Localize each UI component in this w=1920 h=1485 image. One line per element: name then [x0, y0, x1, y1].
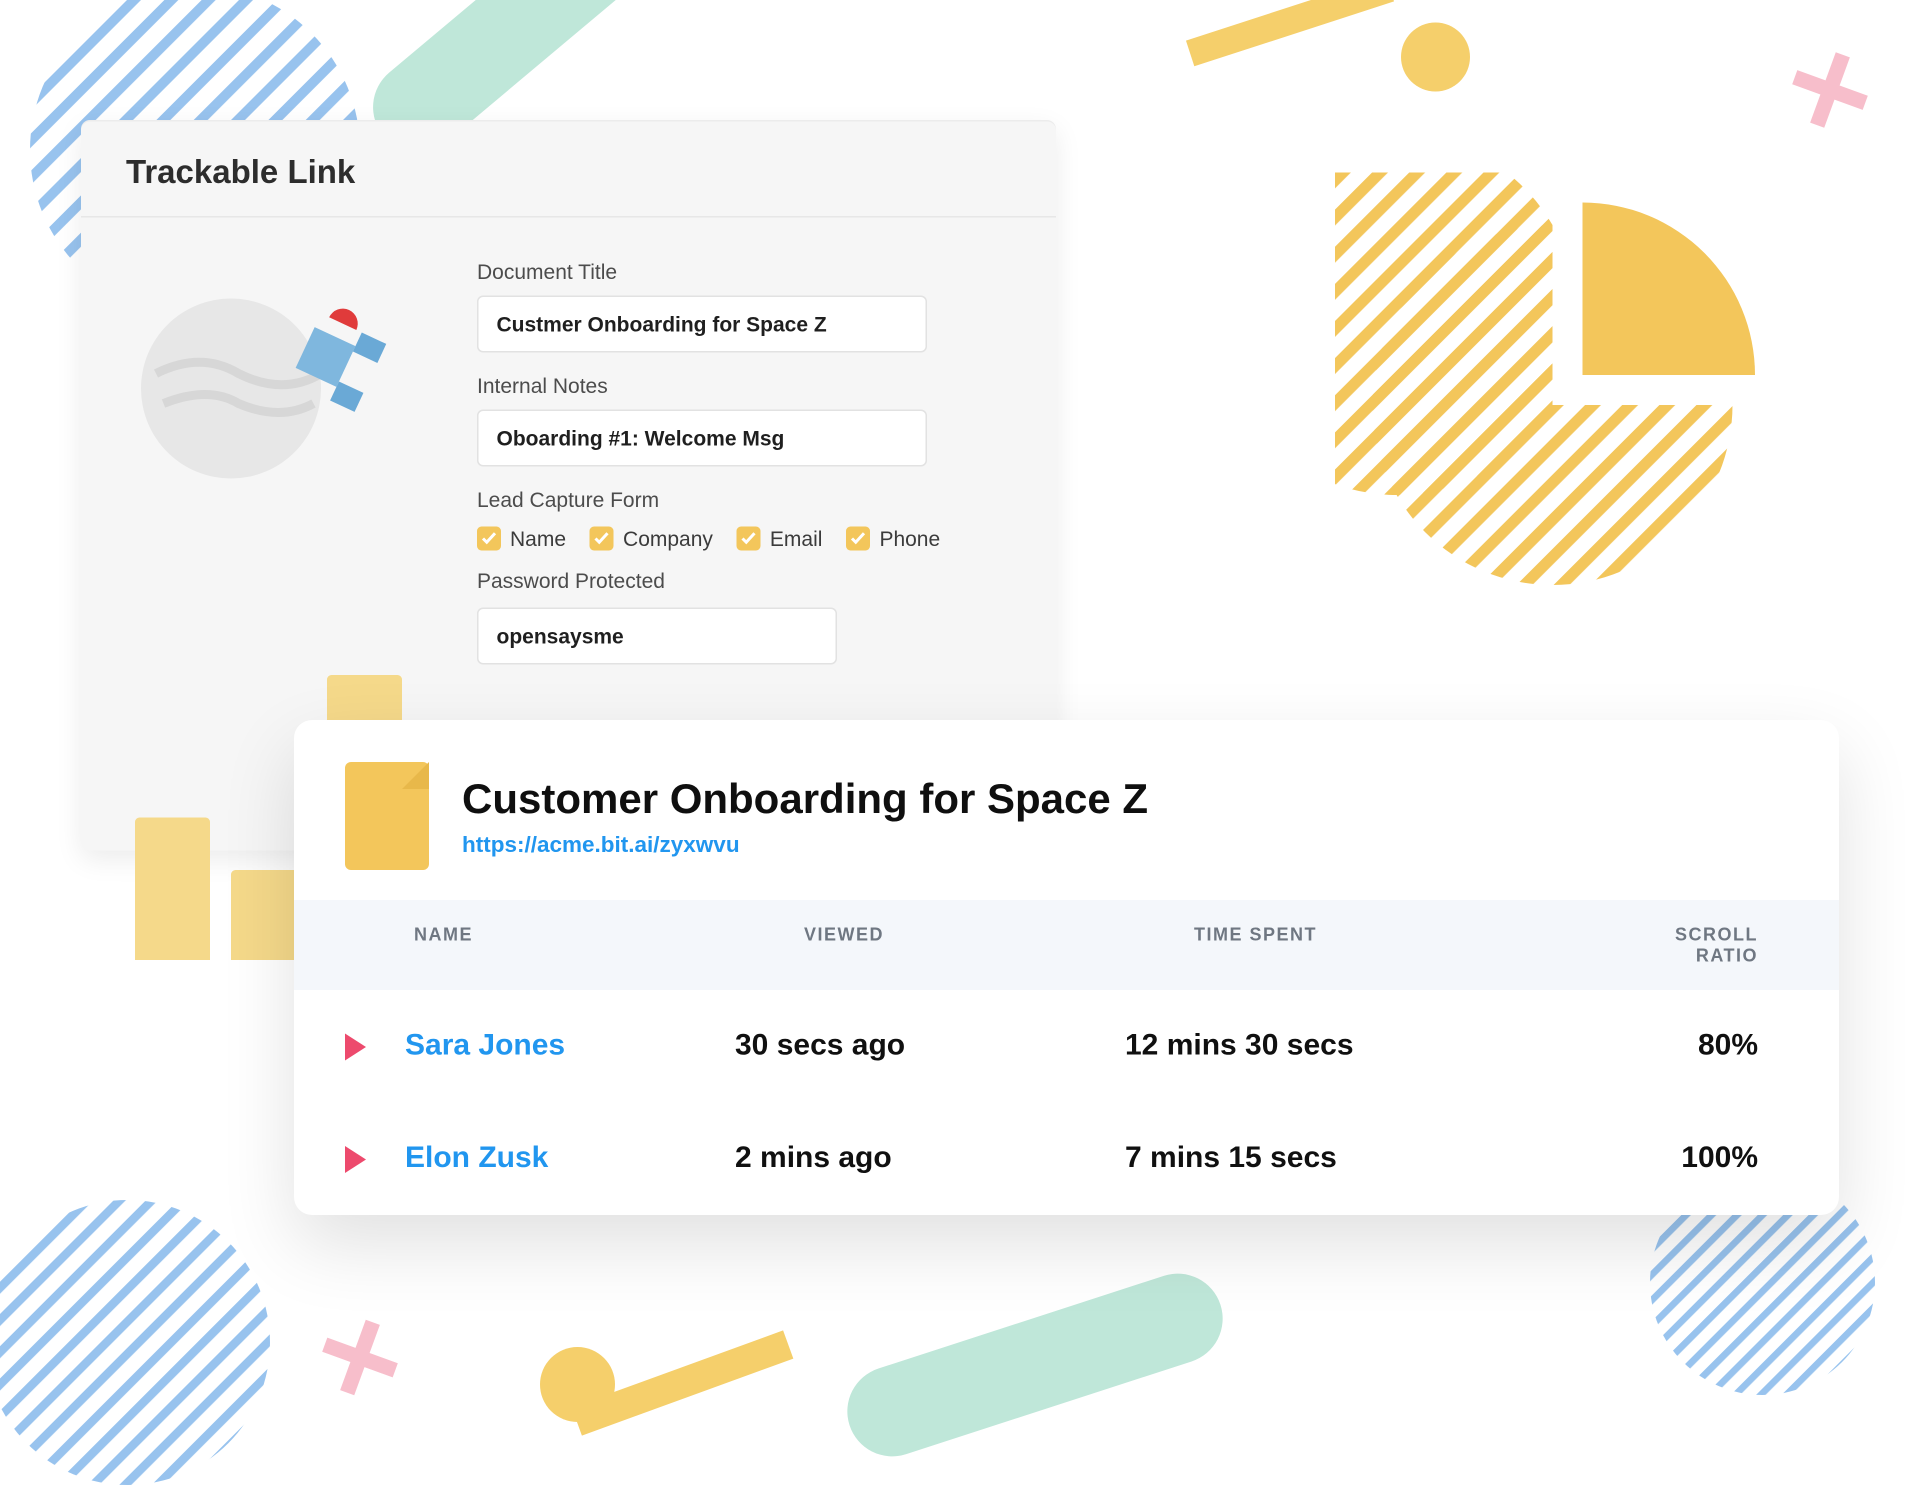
row-name[interactable]: Sara Jones	[405, 1029, 735, 1064]
stripe-circle-icon	[0, 1200, 270, 1485]
col-time-spent: TIME SPENT	[1194, 924, 1644, 966]
analytics-table-header: NAME VIEWED TIME SPENT SCROLL RATIO	[294, 900, 1839, 990]
col-scroll-ratio: SCROLL RATIO	[1644, 924, 1788, 966]
analytics-url[interactable]: https://acme.bit.ai/zyxwvu	[462, 832, 1148, 858]
note-stem-icon	[1186, 0, 1394, 66]
internal-notes-input[interactable]: Oboarding #1: Welcome Msg	[477, 410, 927, 467]
row-time-spent: 12 mins 30 secs	[1125, 1029, 1575, 1064]
password-label: Password Protected	[477, 569, 1011, 593]
check-label: Email	[770, 527, 823, 551]
document-icon	[345, 762, 429, 870]
card-header: Trackable Link	[81, 120, 1056, 218]
card-title: Trackable Link	[126, 153, 1011, 192]
analytics-card: Customer Onboarding for Space Z https://…	[294, 720, 1839, 1215]
document-title-label: Document Title	[477, 260, 1011, 284]
table-row[interactable]: Sara Jones 30 secs ago 12 mins 30 secs 8…	[294, 990, 1839, 1103]
document-title-input[interactable]: Custmer Onboarding for Space Z	[477, 296, 927, 353]
checkbox-icon	[477, 527, 501, 551]
play-icon[interactable]	[345, 1033, 366, 1060]
note-ball-icon	[540, 1347, 615, 1422]
checkbox-icon	[590, 527, 614, 551]
table-row[interactable]: Elon Zusk 2 mins ago 7 mins 15 secs 100%	[294, 1103, 1839, 1216]
row-viewed: 2 mins ago	[735, 1142, 1125, 1177]
internal-notes-label: Internal Notes	[477, 374, 1011, 398]
password-input[interactable]: opensaysme	[477, 608, 837, 665]
checkbox-icon	[737, 527, 761, 551]
row-scroll-ratio: 100%	[1575, 1142, 1788, 1177]
note-stem-icon	[572, 1330, 794, 1435]
lead-capture-label: Lead Capture Form	[477, 488, 1011, 512]
row-name[interactable]: Elon Zusk	[405, 1142, 735, 1177]
check-company[interactable]: Company	[590, 527, 713, 551]
check-label: Name	[510, 527, 566, 551]
check-label: Phone	[879, 527, 940, 551]
play-icon[interactable]	[345, 1145, 366, 1172]
row-scroll-ratio: 80%	[1575, 1029, 1788, 1064]
bar	[135, 818, 210, 961]
check-name[interactable]: Name	[477, 527, 566, 551]
analytics-title: Customer Onboarding for Space Z	[462, 775, 1148, 823]
col-name: NAME	[414, 924, 804, 966]
check-label: Company	[623, 527, 713, 551]
lead-capture-checks: Name Company Email Phone	[477, 527, 1011, 551]
card-illustration	[126, 254, 441, 686]
row-viewed: 30 secs ago	[735, 1029, 1125, 1064]
plus-icon	[315, 1313, 405, 1411]
check-email[interactable]: Email	[737, 527, 823, 551]
pie-chart-icon	[1335, 173, 1785, 623]
pill-shape-icon	[836, 1262, 1235, 1468]
col-viewed: VIEWED	[804, 924, 1194, 966]
note-ball-icon	[1401, 23, 1470, 92]
row-time-spent: 7 mins 15 secs	[1125, 1142, 1575, 1177]
check-phone[interactable]: Phone	[846, 527, 940, 551]
checkbox-icon	[846, 527, 870, 551]
plus-icon	[1785, 45, 1875, 143]
